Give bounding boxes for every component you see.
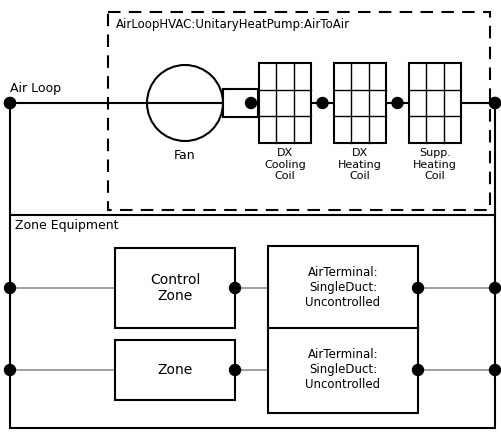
Circle shape [488, 365, 499, 375]
Bar [222, 89, 258, 117]
Circle shape [412, 283, 423, 293]
Circle shape [5, 98, 16, 108]
Circle shape [5, 283, 16, 293]
Bar [268, 246, 417, 331]
Circle shape [245, 98, 256, 108]
Circle shape [229, 283, 240, 293]
Bar [259, 63, 311, 143]
Text: Air Loop: Air Loop [10, 82, 61, 95]
Circle shape [5, 98, 16, 108]
Circle shape [488, 283, 499, 293]
Bar [408, 63, 460, 143]
Text: Zone Equipment: Zone Equipment [15, 219, 118, 232]
Bar [115, 340, 234, 400]
Text: AirLoopHVAC:UnitaryHeatPump:AirToAir: AirLoopHVAC:UnitaryHeatPump:AirToAir [116, 18, 349, 31]
Circle shape [412, 365, 423, 375]
Bar [333, 63, 385, 143]
Text: AirTerminal:
SingleDuct:
Uncontrolled: AirTerminal: SingleDuct: Uncontrolled [305, 266, 380, 309]
Text: Zone: Zone [157, 363, 192, 377]
Circle shape [488, 98, 499, 108]
Text: Fan: Fan [174, 149, 195, 162]
Bar [108, 12, 489, 210]
Circle shape [316, 98, 327, 108]
Bar [10, 215, 494, 428]
Text: DX
Heating
Coil: DX Heating Coil [337, 148, 381, 181]
Text: DX
Cooling
Coil: DX Cooling Coil [264, 148, 305, 181]
Circle shape [229, 365, 240, 375]
Text: Supp.
Heating
Coil: Supp. Heating Coil [412, 148, 456, 181]
Circle shape [5, 365, 16, 375]
Bar [268, 328, 417, 412]
Circle shape [488, 98, 499, 108]
Text: AirTerminal:
SingleDuct:
Uncontrolled: AirTerminal: SingleDuct: Uncontrolled [305, 349, 380, 391]
Bar [115, 248, 234, 328]
Text: Control
Zone: Control Zone [149, 273, 200, 303]
Circle shape [391, 98, 402, 108]
